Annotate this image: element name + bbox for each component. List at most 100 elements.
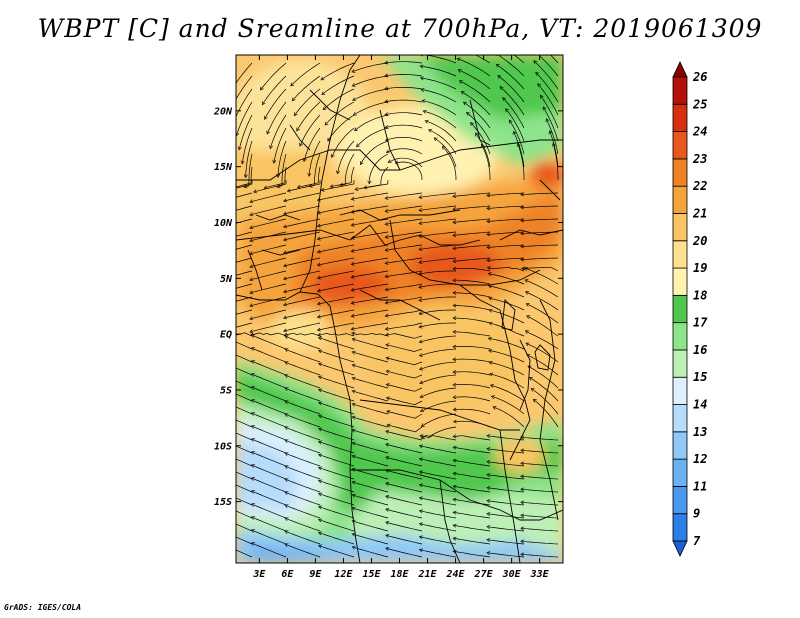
streamline (452, 357, 491, 363)
streamline (452, 471, 491, 480)
streamline (486, 525, 525, 532)
streamline (316, 205, 355, 215)
streamline (284, 491, 321, 506)
streamline (524, 279, 559, 298)
streamline (384, 124, 423, 129)
colorbar-segment (672, 76, 688, 105)
streamline (452, 266, 491, 272)
streamline (236, 332, 253, 337)
streamline (290, 62, 321, 87)
streamline (386, 409, 423, 419)
lat-label: 10N (214, 218, 233, 229)
streamline (452, 244, 491, 251)
streamline (452, 316, 491, 324)
streamline (351, 532, 389, 545)
streamline (291, 75, 321, 102)
streamline (516, 142, 525, 180)
streamline (452, 192, 491, 199)
colorbar-label: 25 (692, 97, 707, 111)
streamline (384, 112, 423, 117)
streamline (530, 387, 559, 415)
colorbar-label: 22 (692, 179, 707, 193)
streamline (236, 471, 253, 480)
streamline (317, 492, 355, 506)
streamline (316, 192, 355, 202)
streamline (420, 88, 457, 103)
streamline (384, 257, 423, 265)
streamline (284, 413, 321, 428)
streamline (525, 342, 559, 363)
colorbar-label: 17 (693, 316, 708, 330)
streamline (458, 80, 491, 103)
streamline (283, 218, 321, 229)
streamline (452, 218, 491, 225)
colorbar-segment (672, 431, 688, 460)
streamline (236, 101, 253, 137)
streamline (317, 531, 355, 545)
streamline (539, 94, 559, 129)
streamline (321, 75, 355, 96)
streamline (418, 361, 457, 371)
streamline (351, 493, 389, 506)
streamline (317, 518, 355, 532)
streamline (250, 503, 287, 519)
streamline (386, 423, 423, 433)
streamline (486, 512, 525, 519)
streamline (385, 508, 423, 519)
lon-label: 9E (309, 569, 322, 580)
streamline (422, 109, 457, 129)
streamline (250, 334, 287, 350)
streamline (452, 523, 491, 532)
streamline (452, 344, 491, 350)
streamline (296, 101, 321, 132)
lon-label: 33E (530, 569, 550, 580)
colorbar-segment (672, 486, 688, 515)
streamline (236, 484, 253, 493)
streamline (249, 257, 287, 269)
lon-label: 12E (334, 569, 353, 580)
colorbar-segment (672, 458, 688, 487)
lon-label: 18E (390, 569, 409, 580)
streamline (384, 99, 423, 104)
streamline (352, 101, 389, 116)
streamline (525, 303, 559, 324)
streamline (236, 380, 253, 389)
lat-label: 15N (214, 162, 233, 173)
streamline (320, 179, 355, 192)
streamline (353, 114, 389, 131)
streamline (520, 257, 559, 262)
streamline (236, 296, 253, 302)
streamline (249, 309, 287, 321)
streamline (236, 62, 253, 84)
colorbar-label: 13 (693, 425, 707, 439)
streamline (486, 499, 525, 506)
streamline (266, 101, 287, 135)
streamline (418, 335, 457, 344)
streamline (385, 369, 423, 379)
streamline (351, 519, 389, 532)
streamline (284, 400, 321, 415)
streamline (284, 517, 321, 532)
streamline (250, 399, 287, 415)
streamline (284, 504, 321, 519)
colorbar-label: 19 (693, 261, 707, 275)
streamline (250, 347, 287, 363)
streamline (524, 291, 559, 311)
lon-label: 21E (417, 569, 437, 580)
streamline (249, 322, 287, 334)
streamline (243, 140, 253, 179)
streamline (236, 510, 253, 519)
streamlines (236, 55, 559, 558)
streamline (316, 309, 355, 319)
lon-label: 15E (362, 569, 381, 580)
lat-label: 20N (213, 106, 233, 117)
streamline (316, 270, 355, 280)
colorbar-segment (672, 349, 688, 378)
streamline (236, 244, 253, 250)
streamline (486, 218, 525, 224)
streamline (385, 148, 423, 155)
streamline (384, 73, 423, 78)
streamline (452, 458, 491, 467)
streamline (317, 466, 355, 480)
streamline (263, 166, 287, 190)
